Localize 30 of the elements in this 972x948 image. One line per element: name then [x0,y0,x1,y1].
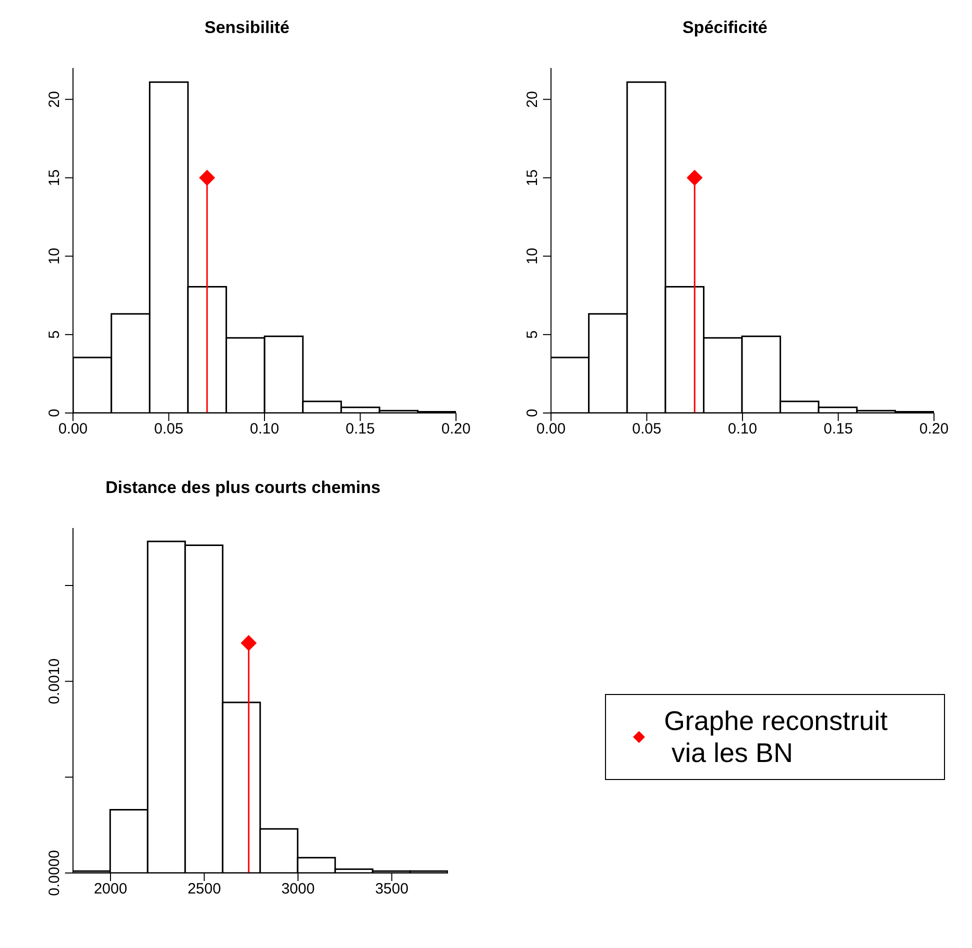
legend-label: Graphe reconstruit via les BN [664,705,888,769]
x-tick-label: 0.15 [824,420,853,438]
x-tick-label: 2500 [188,880,221,898]
x-tick-label: 0.00 [536,420,566,438]
y-tick-label: 0.0010 [46,658,63,704]
chart-title: Spécificité [681,17,769,39]
y-tick-label: 20 [524,91,541,108]
y-tick-label: 0 [524,408,541,418]
y-tick-label: 15 [524,169,541,186]
x-tick-label: 0.10 [250,420,280,438]
y-tick-label: 0 [46,408,63,418]
y-tick-label: 0.0000 [46,850,63,896]
x-tick-label: 0.10 [728,420,758,438]
x-tick-label: 3000 [281,880,315,898]
chart-title: Sensibilité [203,17,291,39]
y-tick-label: 15 [46,169,63,186]
y-tick-label: 10 [46,248,63,265]
x-tick-label: 0.20 [441,420,471,438]
y-tick-label: 20 [46,91,63,108]
x-tick-label: 0.00 [58,420,88,438]
x-tick-label: 0.20 [919,420,949,438]
y-tick-label: 5 [46,330,63,339]
x-tick-label: 0.05 [154,420,184,438]
chart-title: Distance des plus courts chemins [104,477,382,499]
y-tick-label: 10 [524,248,541,265]
x-tick-label: 0.15 [346,420,375,438]
y-tick-label: 5 [524,330,541,339]
x-tick-label: 2000 [94,880,128,898]
x-tick-label: 3500 [375,880,408,898]
x-tick-label: 0.05 [632,420,662,438]
